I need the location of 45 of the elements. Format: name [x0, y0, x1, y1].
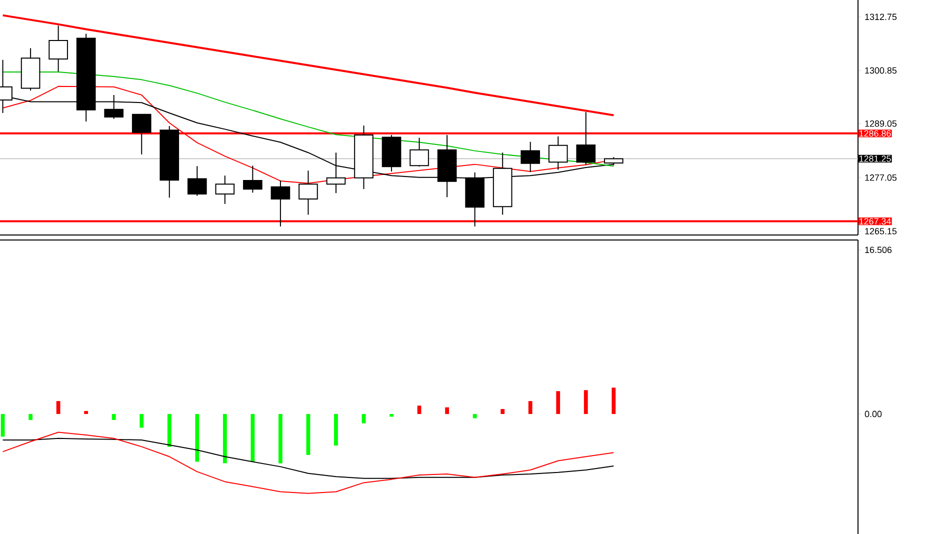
bar	[500, 409, 505, 414]
bar	[112, 414, 116, 420]
bar	[362, 414, 366, 424]
bar	[334, 414, 338, 446]
bar	[84, 411, 88, 414]
bar	[612, 388, 616, 414]
candlestick	[48, 25, 68, 72]
candlestick	[576, 112, 596, 166]
bar	[445, 407, 449, 414]
bar	[306, 414, 310, 455]
y-tick-label: 1300.85	[865, 67, 897, 74]
y-tick-label: 1289.05	[865, 120, 897, 127]
y-tick-label: 0.00	[864, 410, 882, 418]
bar	[195, 414, 200, 462]
bar	[584, 390, 588, 414]
line-series	[2, 14, 615, 116]
candlestick	[298, 170, 318, 216]
y-tick-label: 1312.75	[865, 14, 897, 20]
candlestick	[520, 141, 540, 172]
bar	[28, 414, 32, 420]
bar	[390, 414, 394, 417]
candlestick	[410, 137, 429, 168]
bar	[56, 401, 60, 414]
candlestick	[243, 165, 262, 194]
y-tick-label: 1265.15	[865, 228, 897, 234]
bar	[140, 414, 144, 428]
bar	[417, 406, 422, 414]
bar	[472, 414, 477, 418]
bar	[167, 414, 172, 447]
bar	[278, 414, 282, 464]
bar	[528, 401, 532, 414]
candlestick	[270, 180, 290, 227]
ref-line-label: 1267.34	[859, 218, 891, 224]
candlestick	[548, 136, 568, 170]
candlestick	[187, 166, 207, 196]
y-tick-label: 1277.05	[865, 174, 897, 181]
y-tick-label: 16.506	[865, 246, 892, 254]
bar	[222, 414, 227, 464]
line-series	[2, 432, 614, 494]
bar	[250, 414, 255, 462]
bar	[556, 391, 560, 414]
candlestick	[132, 114, 152, 155]
ref-line-label: 1281.25	[859, 156, 891, 162]
ref-line-label: 1286.86	[859, 130, 891, 137]
candlestick	[215, 175, 235, 204]
